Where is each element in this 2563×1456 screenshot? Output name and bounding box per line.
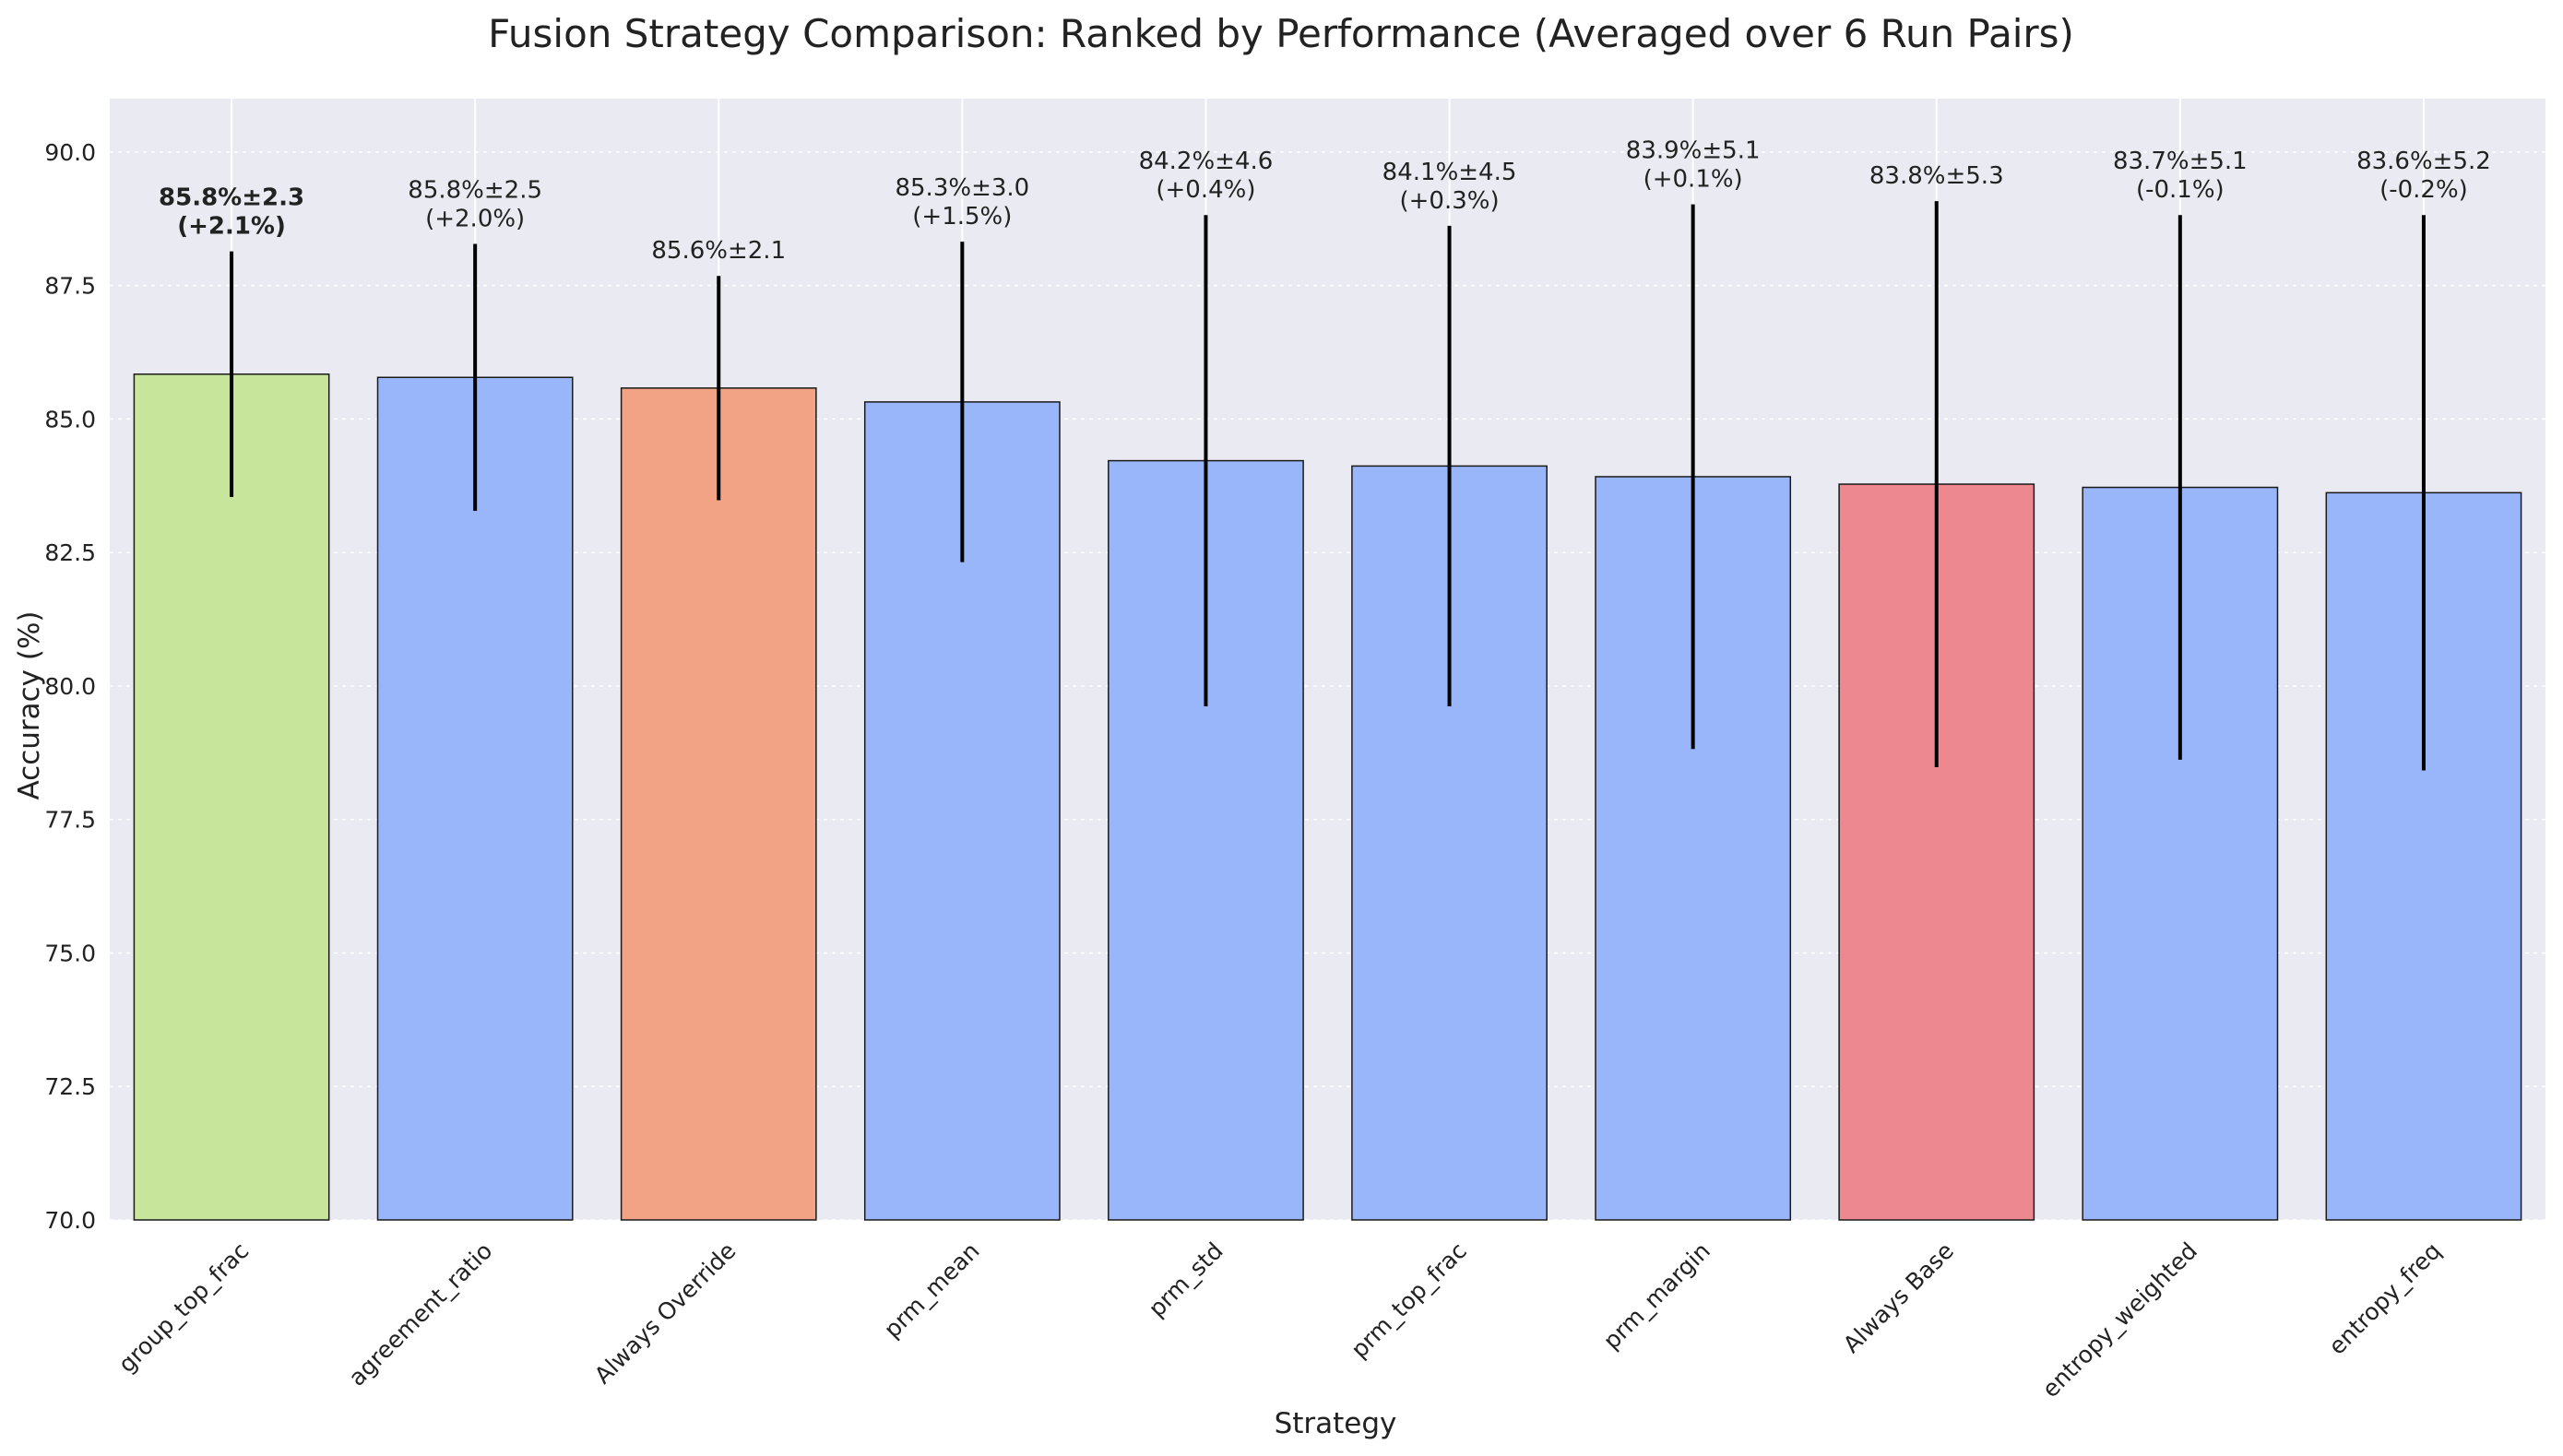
y-tick-label: 77.5 (44, 807, 96, 834)
error-bars (230, 201, 2426, 771)
bar-value-label: 83.9%±5.1 (1626, 137, 1761, 165)
chart-title: Fusion Strategy Comparison: Ranked by Pe… (488, 11, 2074, 56)
bar-value-label: 83.7%±5.1 (2113, 148, 2248, 175)
bar-group_top_frac (133, 373, 330, 1221)
x-tick-label: Always Base (1838, 1237, 1959, 1358)
bar-Always Override (620, 387, 817, 1221)
y-tick-label: 85.0 (44, 406, 96, 432)
bar-value-label: 85.6%±2.1 (651, 237, 786, 265)
y-tick-label: 70.0 (44, 1207, 96, 1234)
x-tick-label: entropy_weighted (2037, 1237, 2202, 1403)
x-axis-ticks: group_top_frac agreement_ratio Always Over… (113, 1237, 2446, 1403)
y-axis-label: Accuracy (%) (13, 610, 46, 799)
bar-value-label: (+2.0%) (425, 206, 525, 233)
y-tick-label: 87.5 (44, 273, 96, 300)
x-tick-label: prm_mean (879, 1237, 985, 1344)
y-tick-label: 75.0 (44, 940, 96, 966)
bar-value-label: 84.2%±4.6 (1139, 148, 1274, 175)
y-tick-label: 72.5 (44, 1073, 96, 1100)
bar-value-label: (-0.2%) (2379, 176, 2468, 204)
x-tick-label: entropy_freq (2323, 1237, 2446, 1360)
y-tick-label: 80.0 (44, 673, 96, 700)
x-tick-label: agreement_ratio (343, 1237, 497, 1391)
x-tick-label: prm_std (1144, 1237, 1228, 1322)
x-axis-label: Strategy (1275, 1407, 1397, 1440)
x-tick-label: prm_top_frac (1346, 1237, 1472, 1364)
y-axis-ticks: 70.0 72.5 75.0 77.5 80.0 82.5 85.0 87.5 90.0 (44, 139, 96, 1234)
bar-value-label: 83.6%±5.2 (2356, 148, 2491, 175)
bar-value-label: 84.1%±4.5 (1382, 159, 1517, 186)
bar-prm_top_frac (1351, 465, 1548, 1221)
bar-value-label: (+1.5%) (912, 203, 1012, 231)
bar-value-label: (-0.1%) (2136, 176, 2225, 204)
x-tick-label: Always Override (589, 1237, 742, 1390)
bar-value-label: 83.8%±5.3 (1869, 162, 2004, 190)
bar-value-label: 85.3%±3.0 (895, 174, 1029, 202)
bars (133, 373, 2522, 1221)
bar-value-label: (+0.1%) (1643, 166, 1743, 194)
y-tick-label: 90.0 (44, 139, 96, 166)
bar-value-label: 85.8%±2.3 (159, 184, 304, 212)
bar-value-label: (+2.1%) (177, 213, 286, 241)
x-tick-label: group_top_frac (113, 1237, 255, 1379)
bar-value-label: 85.8%±2.5 (408, 177, 542, 205)
bar-value-label: (+0.3%) (1399, 187, 1499, 215)
x-tick-label: prm_margin (1598, 1237, 1715, 1355)
bar-value-label: (+0.4%) (1156, 176, 1255, 204)
bar-agreement_ratio (376, 376, 574, 1221)
bar-value-labels: 85.8%±2.3(+2.1%) 85.8%±2.5(+2.0%) 85.6%±2.… (159, 137, 2491, 266)
y-tick-label: 82.5 (44, 539, 96, 566)
